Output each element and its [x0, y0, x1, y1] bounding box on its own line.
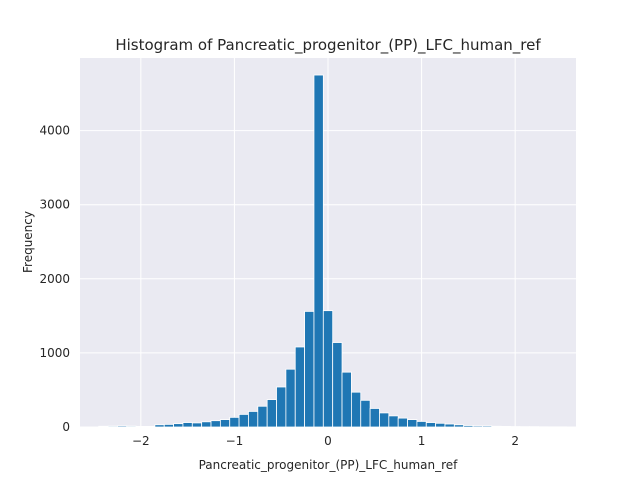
histogram-bar	[238, 414, 249, 428]
x-axis-ticks: −2 −1 0 1 2	[132, 434, 519, 448]
x-tick-label: 1	[418, 434, 426, 448]
histogram-bar	[407, 419, 418, 428]
histogram-bar	[397, 417, 408, 428]
histogram-bar	[266, 399, 277, 428]
y-tick-label: 0	[62, 420, 70, 434]
histogram-bar	[229, 416, 240, 428]
y-axis-label: Frequency	[21, 211, 35, 273]
histogram-bar	[435, 422, 446, 428]
histogram-bar	[350, 391, 362, 428]
histogram-bar	[173, 423, 184, 428]
histogram-bar	[341, 371, 352, 428]
histogram-bar	[463, 425, 474, 428]
histogram-bar	[425, 422, 437, 428]
histogram-bars	[98, 74, 568, 428]
histogram-bar	[98, 425, 109, 428]
histogram-bar	[304, 311, 315, 428]
histogram-bar	[313, 74, 324, 428]
y-tick-label: 1000	[39, 346, 70, 360]
histogram-bar	[145, 426, 156, 428]
histogram-bar	[210, 420, 221, 428]
histogram-bar	[201, 421, 212, 428]
histogram-bar	[154, 424, 165, 428]
y-tick-label: 4000	[39, 124, 70, 138]
histogram-bar	[332, 342, 343, 428]
histogram-bar	[491, 425, 502, 428]
histogram-bar	[126, 425, 137, 428]
histogram-bar	[276, 386, 287, 428]
histogram-bar	[482, 425, 493, 428]
y-tick-label: 2000	[39, 272, 70, 286]
x-tick-label: −1	[226, 434, 244, 448]
histogram-bar	[107, 425, 118, 428]
histogram-bar	[248, 411, 259, 428]
x-axis-label: Pancreatic_progenitor_(PP)_LFC_human_ref	[199, 458, 459, 472]
histogram-bar	[219, 419, 231, 428]
histogram-bar	[163, 424, 174, 428]
histogram-bar	[369, 408, 380, 428]
histogram-bar	[416, 421, 427, 428]
histogram-bar	[444, 423, 455, 428]
histogram-bar	[182, 422, 193, 428]
histogram-bar	[191, 422, 203, 428]
histogram-bar	[135, 426, 146, 428]
histogram-bar	[500, 426, 511, 428]
y-axis-ticks: 0 1000 2000 3000 4000	[39, 124, 70, 434]
histogram-bar	[294, 346, 306, 428]
histogram-bar	[453, 424, 465, 428]
histogram-bar	[322, 310, 334, 428]
histogram-bar	[388, 415, 399, 428]
chart-title: Histogram of Pancreatic_progenitor_(PP)_…	[115, 36, 541, 55]
x-tick-label: 0	[324, 434, 332, 448]
histogram-bar	[360, 399, 371, 428]
x-tick-label: −2	[132, 434, 150, 448]
histogram-bar	[472, 425, 483, 428]
histogram-bar	[257, 405, 268, 428]
histogram-bar	[285, 368, 296, 428]
histogram-bar	[379, 412, 390, 428]
x-tick-label: 2	[511, 434, 519, 448]
histogram-bar	[117, 425, 128, 428]
y-tick-label: 3000	[39, 198, 70, 212]
